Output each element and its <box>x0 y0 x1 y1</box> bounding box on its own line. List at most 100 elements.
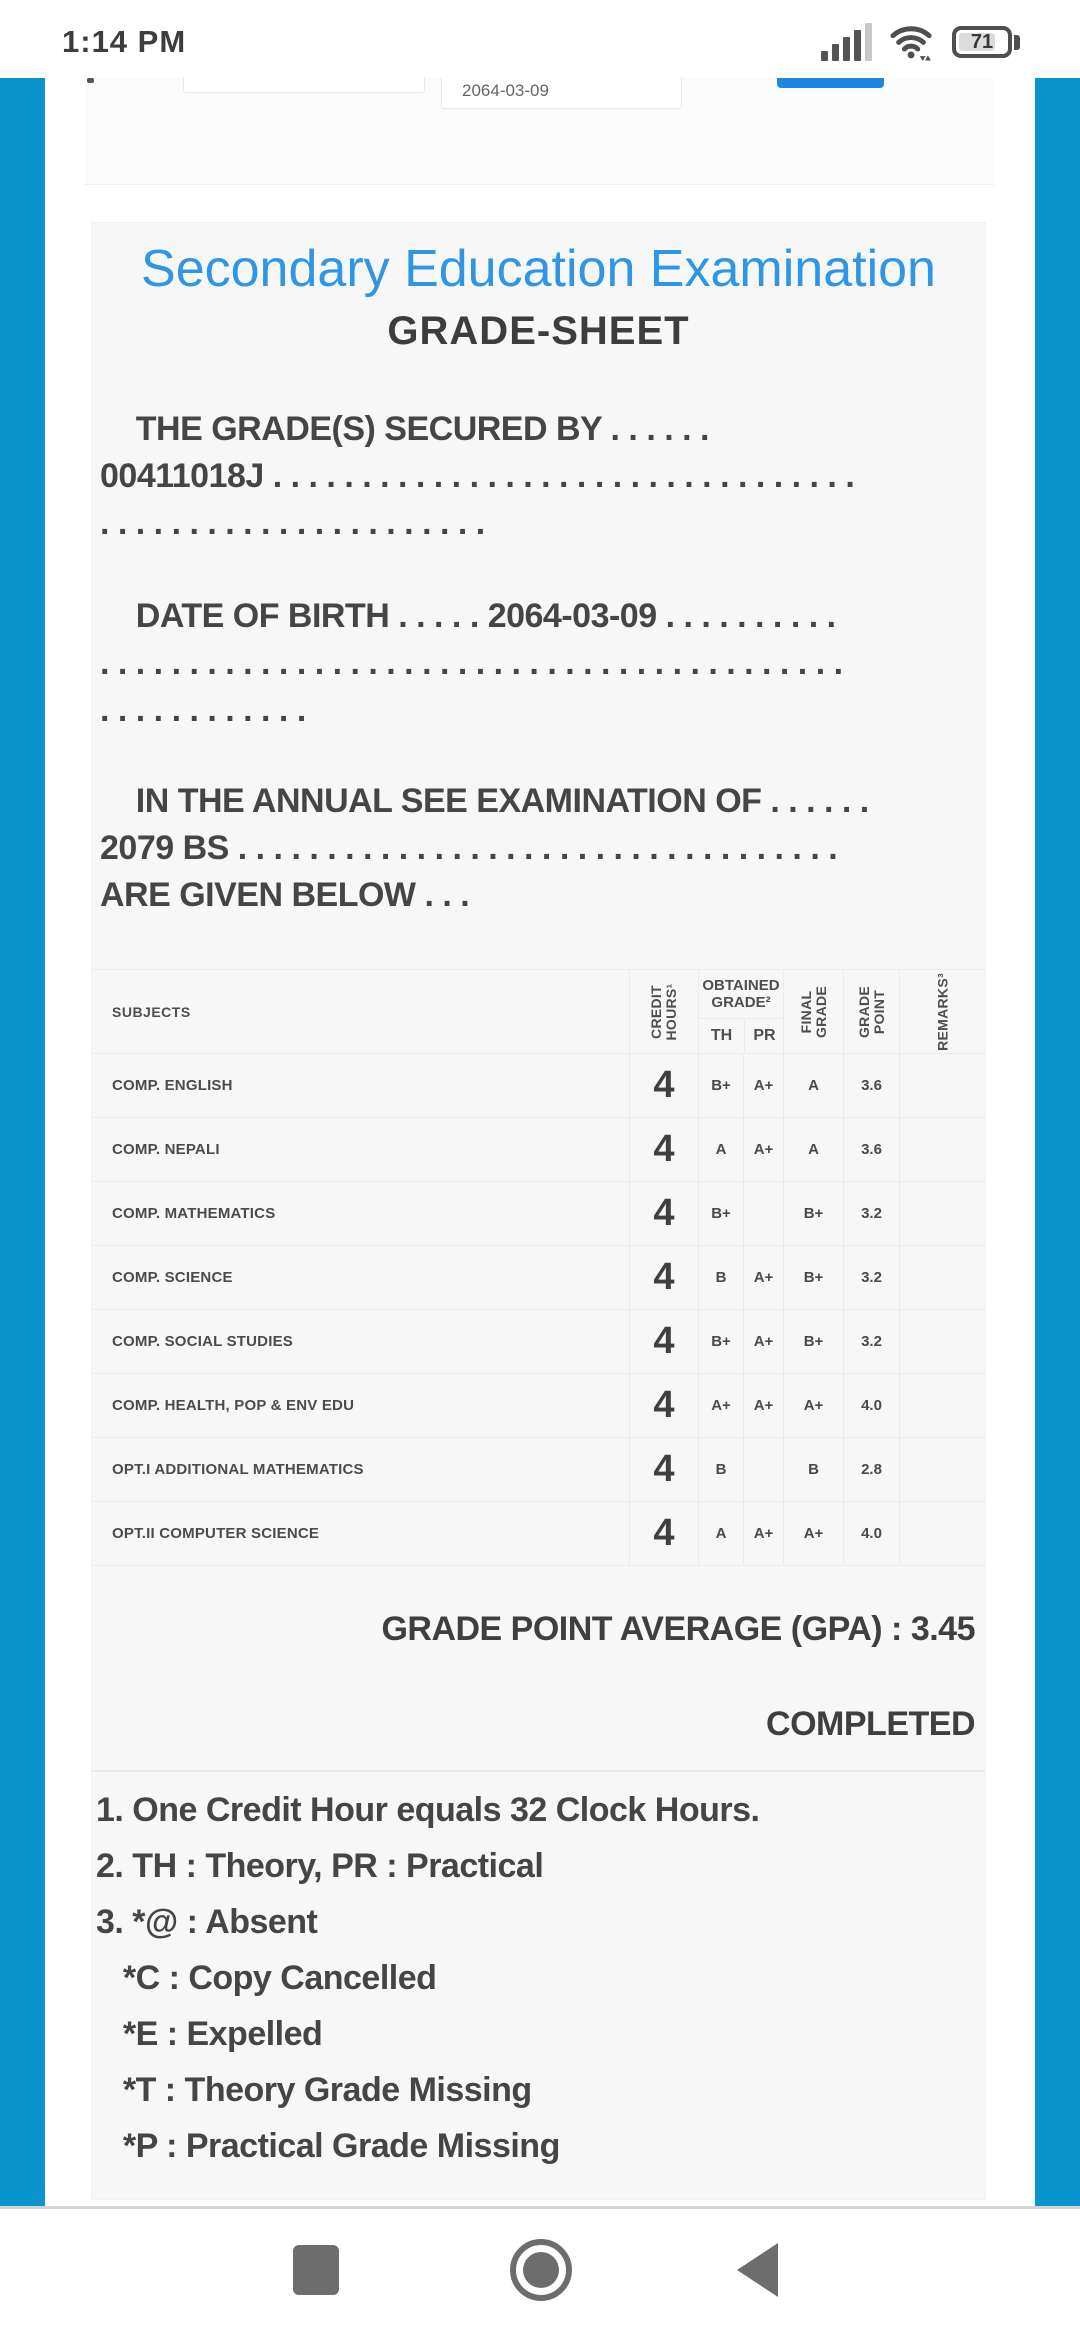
credit-hours-cell: 4 <box>629 1246 698 1309</box>
table-header-row: SUBJECTS CREDIT HOURS¹ OBTAINED GRADE² T… <box>92 969 985 1054</box>
paragraph-line: IN THE ANNUAL SEE EXAMINATION OF . . . .… <box>100 782 869 820</box>
remarks-cell <box>899 1502 985 1565</box>
theory-grade-cell: B <box>698 1438 743 1501</box>
remarks-cell <box>899 1374 985 1437</box>
grades-table: SUBJECTS CREDIT HOURS¹ OBTAINED GRADE² T… <box>92 969 985 1566</box>
grade-point-cell: 3.2 <box>843 1182 899 1245</box>
final-grade-cell: A <box>783 1118 843 1181</box>
final-grade-cell: B+ <box>783 1182 843 1245</box>
theory-grade-cell: B+ <box>698 1310 743 1373</box>
col-header-pr: PR <box>744 1019 784 1053</box>
back-button-icon[interactable] <box>737 2243 778 2297</box>
page-title: Secondary Education Examination <box>141 240 936 298</box>
theory-grade-cell: A+ <box>698 1374 743 1437</box>
col-header-grade-point: GRADE POINT <box>843 970 899 1053</box>
credit-hours-cell: 4 <box>629 1054 698 1117</box>
paragraph-line: . . . . . . . . . . . . . . . . . . . . … <box>100 644 843 682</box>
subject-cell: COMP. SCIENCE <box>112 1269 233 1286</box>
table-row: COMP. MATHEMATICS 4 B+ B+ 3.2 <box>92 1182 985 1246</box>
remarks-cell <box>899 1182 985 1245</box>
practical-grade-cell <box>743 1182 783 1245</box>
subject-cell: COMP. NEPALI <box>112 1141 220 1158</box>
android-nav-bar <box>0 2206 1080 2340</box>
practical-grade-cell: A+ <box>743 1374 783 1437</box>
date-of-birth-input[interactable] <box>441 77 682 109</box>
battery-percent: 71 <box>970 30 994 53</box>
practical-grade-cell <box>743 1438 783 1501</box>
subject-cell: OPT.I ADDITIONAL MATHEMATICS <box>112 1461 364 1478</box>
remarks-cell <box>899 1246 985 1309</box>
final-grade-cell: B+ <box>783 1246 843 1309</box>
home-button-icon[interactable] <box>510 2239 572 2301</box>
practical-grade-cell: A+ <box>743 1502 783 1565</box>
grade-point-cell: 3.6 <box>843 1118 899 1181</box>
theory-grade-cell: B+ <box>698 1182 743 1245</box>
theory-grade-cell: B <box>698 1246 743 1309</box>
final-grade-cell: A+ <box>783 1502 843 1565</box>
secured-by-paragraph: THE GRADE(S) SECURED BY . . . . . . 00411… <box>100 406 977 547</box>
practical-grade-cell: A+ <box>743 1310 783 1373</box>
subject-cell: COMP. MATHEMATICS <box>112 1205 276 1222</box>
footnote-line: *T : Theory Grade Missing <box>96 2071 532 2109</box>
battery-fill <box>959 33 996 51</box>
credit-hours-cell: 4 <box>629 1502 698 1565</box>
footnote-line: 3. *@ : Absent <box>96 1903 318 1941</box>
grade-point-cell: 3.6 <box>843 1054 899 1117</box>
subject-cell: COMP. HEALTH, POP & ENV EDU <box>112 1397 355 1414</box>
credit-hours-cell: 4 <box>629 1182 698 1245</box>
col-header-obtained-grade: OBTAINED GRADE² TH PR <box>698 970 783 1053</box>
signal-strength-icon <box>821 23 872 61</box>
battery-nub <box>1014 34 1020 50</box>
table-row: COMP. ENGLISH 4 B+ A+ A 3.6 <box>92 1054 985 1118</box>
credit-hours-cell: 4 <box>629 1438 698 1501</box>
symbol-number-input[interactable] <box>183 77 425 93</box>
footnotes: 1. One Credit Hour equals 32 Clock Hours… <box>96 1782 981 2174</box>
recents-button-icon[interactable] <box>293 2245 339 2295</box>
paragraph-line: ARE GIVEN BELOW . . . <box>100 876 470 914</box>
paragraph-line: . . . . . . . . . . . . . . . . . . . . … <box>100 504 485 542</box>
table-row: COMP. SCIENCE 4 B A+ B+ 3.2 <box>92 1246 985 1310</box>
credit-hours-cell: 4 <box>629 1310 698 1373</box>
subject-cell: COMP. SOCIAL STUDIES <box>112 1333 293 1350</box>
grade-sheet-card: Secondary Education Examination GRADE-SH… <box>91 222 986 2200</box>
completion-status: COMPLETED <box>766 1705 975 1743</box>
left-page-rail <box>0 78 45 2206</box>
theory-grade-cell: B+ <box>698 1054 743 1117</box>
col-header-final-grade: FINAL GRADE <box>783 970 843 1053</box>
search-form-strip <box>85 77 994 185</box>
date-of-birth-paragraph: DATE OF BIRTH . . . . . 2064-03-09 . . .… <box>100 593 977 734</box>
final-grade-cell: A+ <box>783 1374 843 1437</box>
grade-point-cell: 4.0 <box>843 1374 899 1437</box>
credit-hours-cell: 4 <box>629 1118 698 1181</box>
practical-grade-cell: A+ <box>743 1246 783 1309</box>
remarks-cell <box>899 1438 985 1501</box>
credit-hours-cell: 4 <box>629 1374 698 1437</box>
footnote-line: *C : Copy Cancelled <box>96 1959 437 1997</box>
gpa-summary: GRADE POINT AVERAGE (GPA) : 3.45 <box>381 1610 975 1648</box>
notes-divider <box>92 1770 985 1772</box>
wifi-icon <box>889 22 935 62</box>
table-row: OPT.II COMPUTER SCIENCE 4 A A+ A+ 4.0 <box>92 1502 985 1566</box>
battery-icon: 71 <box>952 26 1020 58</box>
col-header-th: TH <box>710 1027 733 1044</box>
home-button-dot <box>523 2252 559 2288</box>
footnote-line: 1. One Credit Hour equals 32 Clock Hours… <box>96 1791 760 1829</box>
clock-text: 1:14 PM <box>62 24 187 59</box>
remarks-cell <box>899 1310 985 1373</box>
subject-cell: COMP. ENGLISH <box>112 1077 233 1094</box>
paragraph-line: DATE OF BIRTH . . . . . 2064-03-09 . . .… <box>100 597 836 635</box>
theory-grade-cell: A <box>698 1502 743 1565</box>
footnote-line: *E : Expelled <box>96 2015 323 2053</box>
table-row: COMP. SOCIAL STUDIES 4 B+ A+ B+ 3.2 <box>92 1310 985 1374</box>
practical-grade-cell: A+ <box>743 1118 783 1181</box>
table-body: COMP. ENGLISH 4 B+ A+ A 3.6 COMP. NEPALI… <box>92 1054 985 1566</box>
table-row: COMP. HEALTH, POP & ENV EDU 4 A+ A+ A+ 4… <box>92 1374 985 1438</box>
footnote-line: *P : Practical Grade Missing <box>96 2127 561 2165</box>
table-row: OPT.I ADDITIONAL MATHEMATICS 4 B B 2.8 <box>92 1438 985 1502</box>
grade-point-cell: 3.2 <box>843 1246 899 1309</box>
search-button[interactable] <box>777 78 884 88</box>
final-grade-cell: B+ <box>783 1310 843 1373</box>
col-header-credit-hours: CREDIT HOURS¹ <box>629 970 698 1053</box>
theory-grade-cell: A <box>698 1118 743 1181</box>
status-bar: 1:14 PM 71 <box>0 0 1080 78</box>
